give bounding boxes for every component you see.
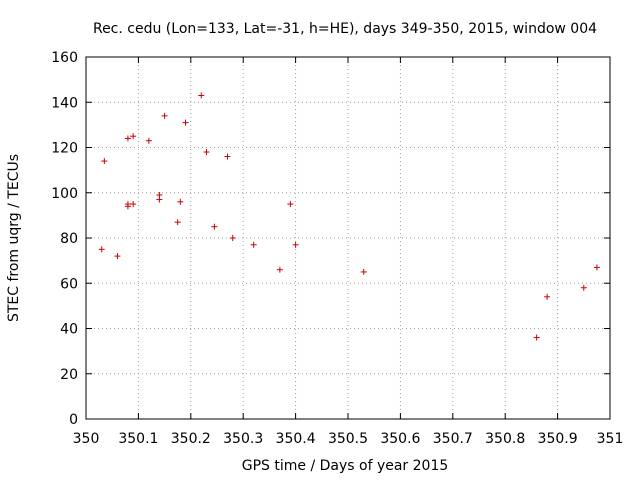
data-point <box>224 153 231 160</box>
y-tick-label: 0 <box>69 412 78 428</box>
data-point <box>124 135 131 142</box>
y-tick-label: 60 <box>60 276 78 292</box>
y-tick-label: 20 <box>60 367 78 383</box>
data-point <box>101 158 108 165</box>
data-point <box>593 264 600 271</box>
chart-title: Rec. cedu (Lon=133, Lat=-31, h=HE), days… <box>93 21 597 37</box>
x-tick-label: 350.8 <box>485 431 525 447</box>
x-tick-label: 350.2 <box>171 431 211 447</box>
data-point <box>198 92 205 99</box>
x-tick-label: 350.6 <box>380 431 420 447</box>
y-tick-label: 100 <box>51 186 78 202</box>
data-point <box>203 149 210 156</box>
data-point <box>156 196 163 203</box>
x-tick-label: 350.4 <box>276 431 316 447</box>
data-point <box>177 198 184 205</box>
data-point <box>182 119 189 126</box>
x-tick-label: 350.1 <box>118 431 158 447</box>
data-point <box>174 219 181 226</box>
x-tick-label: 351 <box>597 431 624 447</box>
data-point <box>130 133 137 140</box>
data-point <box>124 203 131 210</box>
grid-layer <box>86 57 610 419</box>
data-point <box>145 137 152 144</box>
axis-layer: 0 20 40 60 80 100 120 140 160 350 350.1 350.2 350.3 3… <box>51 50 623 447</box>
data-point <box>287 201 294 208</box>
y-tick-label: 40 <box>60 322 78 338</box>
data-point <box>580 284 587 291</box>
data-point <box>544 293 551 300</box>
x-tick-label: 350.3 <box>223 431 263 447</box>
data-point <box>211 223 218 230</box>
data-point <box>250 241 257 248</box>
y-tick-label: 80 <box>60 231 78 247</box>
data-point <box>533 334 540 341</box>
data-point <box>114 253 121 260</box>
data-point <box>360 268 367 275</box>
data-point <box>276 266 283 273</box>
x-tick-label: 350.5 <box>328 431 368 447</box>
data-points <box>98 92 600 341</box>
data-point <box>98 246 105 253</box>
data-point <box>229 235 236 241</box>
x-tick-label: 350 <box>73 431 100 447</box>
y-axis-label: STEC from uqrg / TECUs <box>6 154 22 322</box>
x-tick-label: 350.7 <box>433 431 473 447</box>
x-axis-label: GPS time / Days of year 2015 <box>242 458 449 474</box>
data-point <box>130 201 137 208</box>
data-point <box>161 112 168 119</box>
y-tick-label: 120 <box>51 141 78 157</box>
y-tick-label: 140 <box>51 95 78 111</box>
data-point <box>292 241 299 248</box>
y-tick-label: 160 <box>51 50 78 66</box>
x-tick-label: 350.9 <box>538 431 578 447</box>
